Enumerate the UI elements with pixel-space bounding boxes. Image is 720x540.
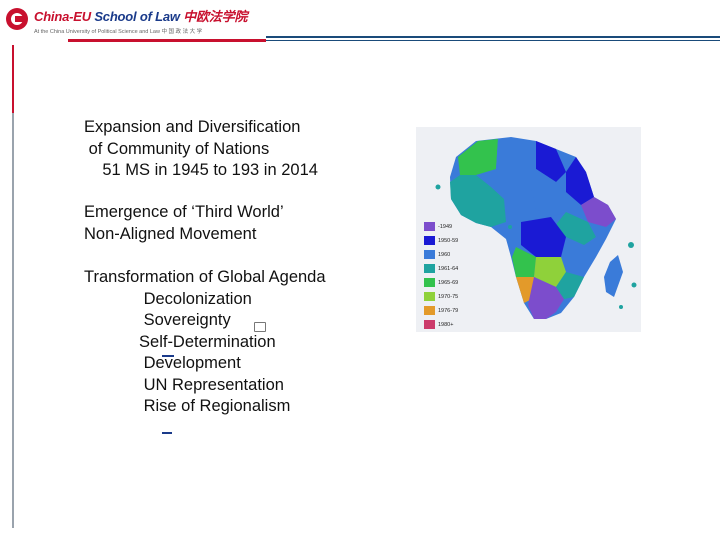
logo-title: China-EU School of Law 中欧法学院: [34, 6, 247, 25]
text-cursor-mark-bottom: [162, 432, 172, 434]
logo-title-red: China-EU: [34, 9, 91, 24]
legend-label: 1960: [438, 251, 451, 258]
link-icon[interactable]: [254, 322, 266, 332]
legend-label: 1980+: [438, 321, 454, 328]
africa-independence-map: [416, 127, 641, 332]
legend-item: -1949: [424, 222, 452, 231]
header-rule-blue: [266, 36, 720, 38]
side-rule-gray: [12, 113, 14, 528]
legend-swatch: [424, 222, 435, 231]
legend-label: 1970-75: [438, 293, 459, 300]
logo-emblem-icon: [6, 8, 28, 30]
legend-swatch: [424, 236, 435, 245]
logo-title-blue: School of Law: [90, 9, 180, 24]
legend-item: 1961-64: [424, 264, 458, 273]
legend-swatch: [424, 250, 435, 259]
legend-swatch: [424, 320, 435, 329]
legend-label: 1965-69: [438, 279, 459, 286]
header-rule-red: [68, 39, 266, 42]
legend-item: 1976-79: [424, 306, 458, 315]
legend-label: -1949: [438, 223, 453, 230]
text-block-global-agenda: Transformation of Global Agenda Decoloni…: [84, 268, 326, 415]
logo-subtitle: At the China University of Political Sci…: [34, 29, 203, 35]
legend-label: 1976-79: [438, 307, 459, 314]
logo-title-cn: 中欧法学院: [179, 9, 248, 24]
header-rule-blue-thin: [266, 40, 720, 41]
legend-swatch: [424, 306, 435, 315]
school-logo: China-EU School of Law 中欧法学院 At the Chin…: [6, 6, 247, 36]
text-cursor-mark-top: [162, 355, 174, 357]
legend-item: 1950-59: [424, 236, 458, 245]
legend-label: 1950-59: [438, 237, 459, 244]
legend-item: 1965-69: [424, 278, 458, 287]
side-rule-red: [12, 45, 14, 113]
legend-item: 1960: [424, 250, 450, 259]
text-block-expansion: Expansion and Diversification of Communi…: [84, 118, 318, 179]
legend-swatch: [424, 264, 435, 273]
legend-label: 1961-64: [438, 265, 459, 272]
legend-swatch: [424, 278, 435, 287]
legend-swatch: [424, 292, 435, 301]
logo-text: China-EU School of Law 中欧法学院 At the Chin…: [34, 6, 247, 35]
africa-map-image: [435, 137, 637, 319]
legend-item: 1980+: [424, 320, 453, 329]
text-block-third-world: Emergence of ‘Third World’ Non-Aligned M…: [84, 203, 284, 243]
legend-item: 1970-75: [424, 292, 458, 301]
